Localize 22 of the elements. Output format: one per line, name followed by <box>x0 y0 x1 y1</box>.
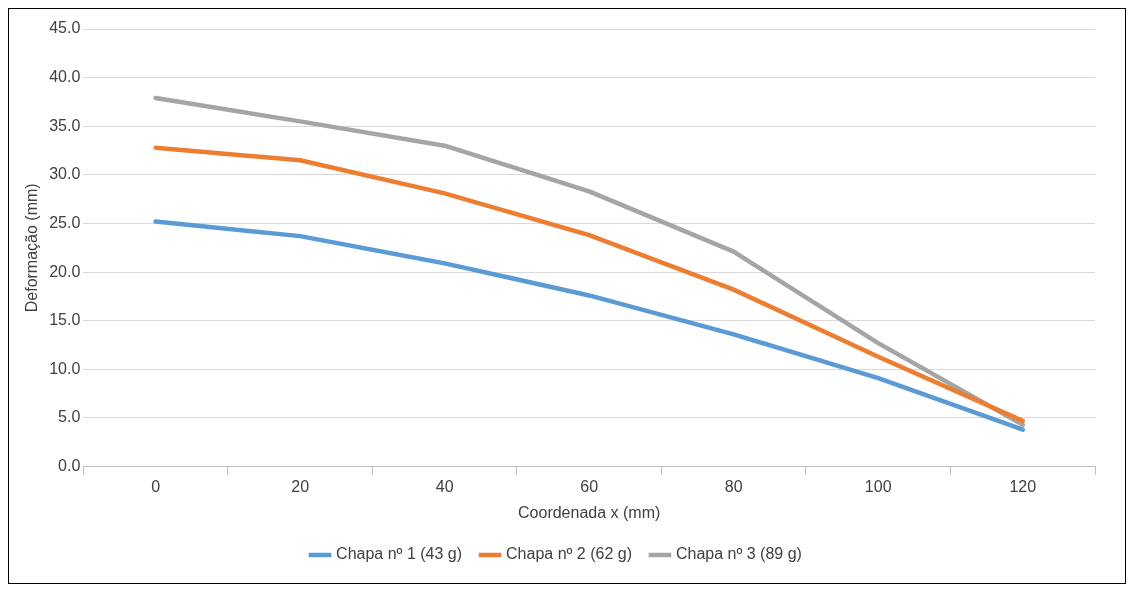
x-tick-label: 0 <box>151 477 161 495</box>
y-tick-label: 35.0 <box>49 116 81 134</box>
y-tick-label: 10.0 <box>49 359 81 377</box>
x-tick-label: 120 <box>1009 477 1037 495</box>
y-tick-label: 30.0 <box>49 165 81 183</box>
y-tick-label: 20.0 <box>49 262 81 280</box>
legend-label: Chapa nº 2 (62 g) <box>506 545 632 563</box>
x-tick-label: 100 <box>864 477 892 495</box>
y-tick-label: 5.0 <box>58 408 81 426</box>
x-axis-title: Coordenada x (mm) <box>518 503 661 521</box>
y-tick-label: 45.0 <box>49 19 81 37</box>
y-axis-title: Deformação (mm) <box>23 183 41 313</box>
y-tick-label: 25.0 <box>49 213 81 231</box>
y-tick-label: 15.0 <box>49 311 81 329</box>
x-tick-label: 80 <box>724 477 743 495</box>
y-tick-label: 0.0 <box>58 457 81 475</box>
x-tick-label: 60 <box>580 477 599 495</box>
y-tick-label: 40.0 <box>49 68 81 86</box>
x-tick-label: 40 <box>435 477 454 495</box>
legend-label: Chapa nº 1 (43 g) <box>336 545 463 563</box>
legend-label: Chapa nº 3 (89 g) <box>675 545 802 563</box>
x-tick-label: 20 <box>291 477 310 495</box>
